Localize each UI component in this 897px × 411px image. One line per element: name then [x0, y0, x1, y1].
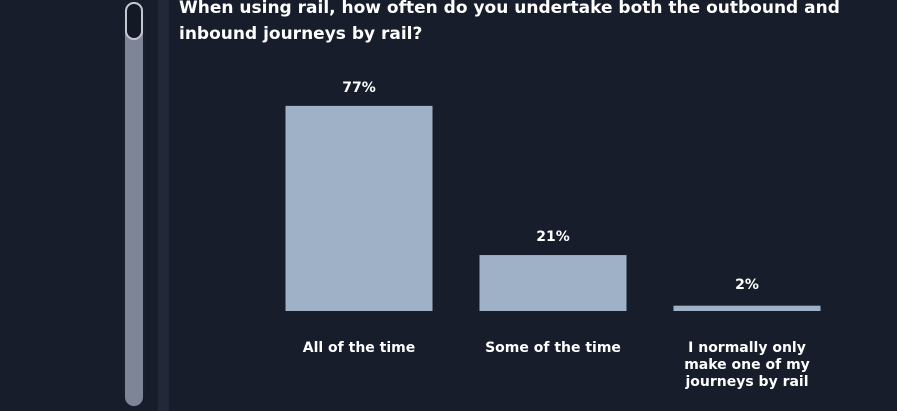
category-label-line: All of the time: [303, 340, 416, 356]
category-label-line: Some of the time: [485, 340, 621, 356]
category-label-line: make one of my: [684, 357, 810, 373]
data-label-3: 2%: [735, 277, 759, 293]
data-label-2: 21%: [536, 229, 570, 245]
bar-2: [479, 255, 627, 311]
data-label-1: 77%: [342, 80, 376, 96]
category-label-1: All of the time: [303, 340, 416, 356]
category-label-line: journeys by rail: [684, 374, 808, 390]
scrollbar-thumb[interactable]: [125, 2, 143, 40]
category-label-3: I normally only make one of my journeys by…: [684, 340, 810, 390]
scrollbar-track[interactable]: [123, 0, 145, 408]
chart-title: When using rail, how often do you undert…: [179, 0, 840, 44]
panel-divider: [158, 0, 169, 411]
category-label-line: I normally only: [688, 340, 806, 356]
category-label-2: Some of the time: [485, 340, 621, 356]
bar-1: [285, 105, 433, 311]
bar-3: [673, 305, 821, 311]
